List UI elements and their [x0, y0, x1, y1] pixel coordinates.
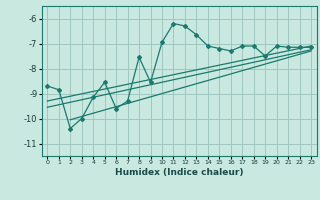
X-axis label: Humidex (Indice chaleur): Humidex (Indice chaleur) — [115, 168, 244, 177]
